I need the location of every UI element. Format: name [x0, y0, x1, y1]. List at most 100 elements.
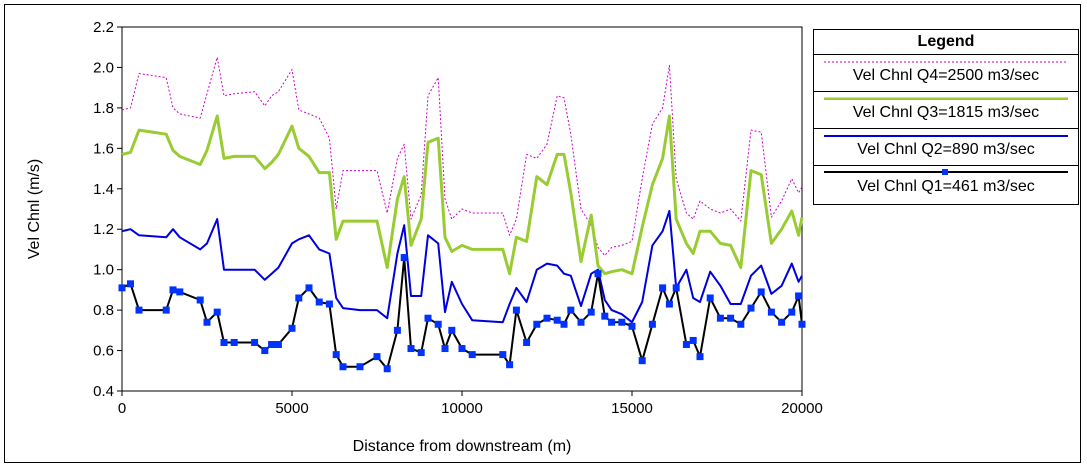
legend-label-q3: Vel Chnl Q3=1815 m3/sec	[852, 104, 1040, 121]
data-point	[553, 316, 561, 324]
data-point	[295, 294, 303, 302]
data-point	[230, 338, 238, 346]
data-point	[682, 340, 690, 348]
legend: Legend Vel Chnl Q4=2500 m3/sec Vel Chnl …	[813, 29, 1079, 205]
data-point	[169, 286, 177, 294]
x-tick-label: 5000	[275, 400, 308, 417]
data-point	[737, 320, 745, 328]
series-line-4	[121, 256, 803, 370]
y-tick-label: 1.6	[93, 140, 114, 157]
data-point	[400, 254, 408, 262]
y-tick-label: 2.0	[93, 59, 114, 76]
data-point	[506, 361, 514, 369]
data-point	[696, 353, 704, 361]
data-point	[727, 314, 735, 322]
data-point	[594, 270, 602, 278]
data-point	[434, 320, 442, 328]
data-point	[339, 363, 347, 371]
data-point	[268, 340, 276, 348]
y-axis: 0.4 0.6 0.8 1.0 1.2 1.4 1.6 1.8 2.0 2.2	[93, 19, 122, 400]
legend-swatch-q1	[824, 169, 1068, 175]
y-axis-title: Vel Chnl (m/s)	[26, 159, 43, 259]
data-point	[601, 312, 609, 320]
data-point	[251, 338, 259, 346]
y-tick-label: 0.6	[93, 343, 114, 360]
data-point	[176, 288, 184, 296]
series-line-3	[121, 210, 803, 324]
data-point	[383, 365, 391, 373]
data-point	[196, 296, 204, 304]
data-point	[162, 306, 170, 314]
data-point	[716, 314, 724, 322]
data-point	[798, 320, 806, 328]
data-point	[567, 306, 575, 314]
data-point	[747, 304, 755, 312]
data-point	[608, 318, 616, 326]
x-tick-label: 15000	[611, 400, 653, 417]
data-point	[665, 300, 673, 308]
data-point	[356, 363, 364, 371]
legend-item-q3: Vel Chnl Q3=1815 m3/sec	[814, 92, 1078, 129]
data-point	[706, 294, 714, 302]
data-point	[638, 357, 646, 365]
y-tick-label: 0.8	[93, 302, 114, 319]
data-point	[628, 322, 636, 330]
chart-frame: 0.4 0.6 0.8 1.0 1.2 1.4 1.6 1.8 2.0 2.2 0 5000 1000…	[4, 4, 1081, 463]
data-point	[315, 298, 323, 306]
data-point	[407, 345, 415, 353]
x-axis-title: Distance from downstream (m)	[353, 438, 572, 455]
data-point	[203, 318, 211, 326]
chart: 0.4 0.6 0.8 1.0 1.2 1.4 1.6 1.8 2.0 2.2 0 5000 1000…	[26, 19, 823, 455]
data-point	[659, 284, 667, 292]
legend-title: Legend	[814, 30, 1078, 55]
data-point	[118, 284, 126, 292]
data-point	[417, 349, 425, 357]
data-point	[332, 351, 340, 359]
data-point	[213, 308, 221, 316]
legend-label-q4: Vel Chnl Q4=2500 m3/sec	[852, 67, 1040, 84]
data-point	[441, 345, 449, 353]
data-point	[458, 345, 466, 353]
y-tick-label: 0.4	[93, 383, 114, 400]
data-point	[448, 326, 456, 334]
data-point	[788, 308, 796, 316]
data-point	[288, 324, 296, 332]
data-point	[543, 314, 551, 322]
legend-item-q2: Vel Chnl Q2=890 m3/sec	[814, 129, 1078, 166]
legend-swatch-q3	[824, 97, 1068, 100]
legend-item-q1: Vel Chnl Q1=461 m3/sec	[814, 166, 1078, 203]
legend-item-q4: Vel Chnl Q4=2500 m3/sec	[814, 55, 1078, 92]
legend-label-q1: Vel Chnl Q1=461 m3/sec	[857, 178, 1035, 195]
data-point	[577, 318, 585, 326]
y-tick-label: 1.4	[93, 181, 114, 198]
data-point	[778, 318, 786, 326]
data-point	[127, 280, 134, 288]
legend-label-q2: Vel Chnl Q2=890 m3/sec	[857, 141, 1035, 158]
x-axis: 0 5000 10000 15000 20000	[118, 391, 823, 417]
data-point	[220, 338, 228, 346]
data-point	[560, 320, 568, 328]
series-line-2	[121, 114, 804, 276]
data-point	[325, 300, 333, 308]
data-point	[305, 284, 313, 292]
data-point	[767, 308, 775, 316]
data-point	[587, 308, 595, 316]
series-line-1	[121, 56, 803, 256]
legend-swatch-q4	[824, 61, 1068, 63]
data-point	[373, 353, 381, 361]
y-tick-label: 1.0	[93, 262, 114, 279]
y-tick-label: 1.8	[93, 100, 114, 117]
data-point	[512, 306, 520, 314]
x-tick-label: 0	[118, 400, 126, 417]
data-point	[689, 336, 697, 344]
legend-swatch-q2	[824, 135, 1068, 137]
y-tick-label: 2.2	[93, 19, 114, 36]
data-point	[499, 351, 507, 359]
x-tick-label: 10000	[441, 400, 483, 417]
data-point	[393, 326, 401, 334]
data-point	[533, 320, 541, 328]
data-point	[274, 340, 282, 348]
data-point	[468, 351, 476, 359]
data-point	[648, 320, 656, 328]
data-point	[523, 338, 531, 346]
